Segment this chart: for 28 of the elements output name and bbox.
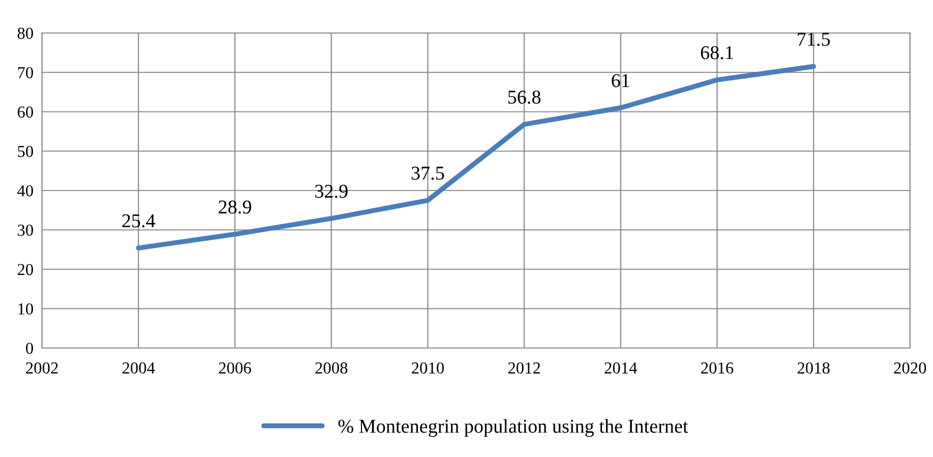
legend-label: % Montenegrin population using the Internet (338, 419, 688, 437)
y-tick-label: 70 (18, 67, 34, 78)
x-tick-label: 2014 (604, 362, 638, 374)
x-tick-label: 2004 (122, 362, 155, 374)
x-tick-label: 2006 (218, 362, 252, 374)
y-tick-label: 60 (18, 106, 34, 118)
y-tick-label: 30 (18, 224, 34, 236)
data-label: 32.9 (315, 184, 348, 198)
y-tick-label: 80 (18, 28, 34, 39)
data-label: 56.8 (508, 90, 540, 104)
x-tick-label: 2018 (798, 362, 830, 374)
x-tick-label: 2008 (315, 362, 348, 374)
y-tick-label: 20 (18, 264, 34, 276)
x-tick-label: 2010 (412, 362, 444, 374)
data-label: 37.5 (412, 166, 444, 180)
x-tick-label: 2012 (508, 362, 540, 374)
y-tick-label: 10 (18, 303, 34, 315)
data-label: 61 (612, 74, 630, 88)
x-tick-label: 2020 (894, 362, 926, 374)
data-label: 28.9 (218, 200, 252, 214)
data-label: 68.1 (700, 46, 733, 60)
x-tick-label: 2016 (701, 362, 734, 374)
data-label: 25.4 (122, 214, 156, 228)
y-tick-label: 0 (26, 342, 34, 354)
x-tick-label: 2002 (26, 362, 58, 374)
data-label: 71.5 (798, 32, 830, 46)
y-tick-label: 40 (17, 185, 34, 196)
y-tick-label: 50 (18, 146, 34, 158)
